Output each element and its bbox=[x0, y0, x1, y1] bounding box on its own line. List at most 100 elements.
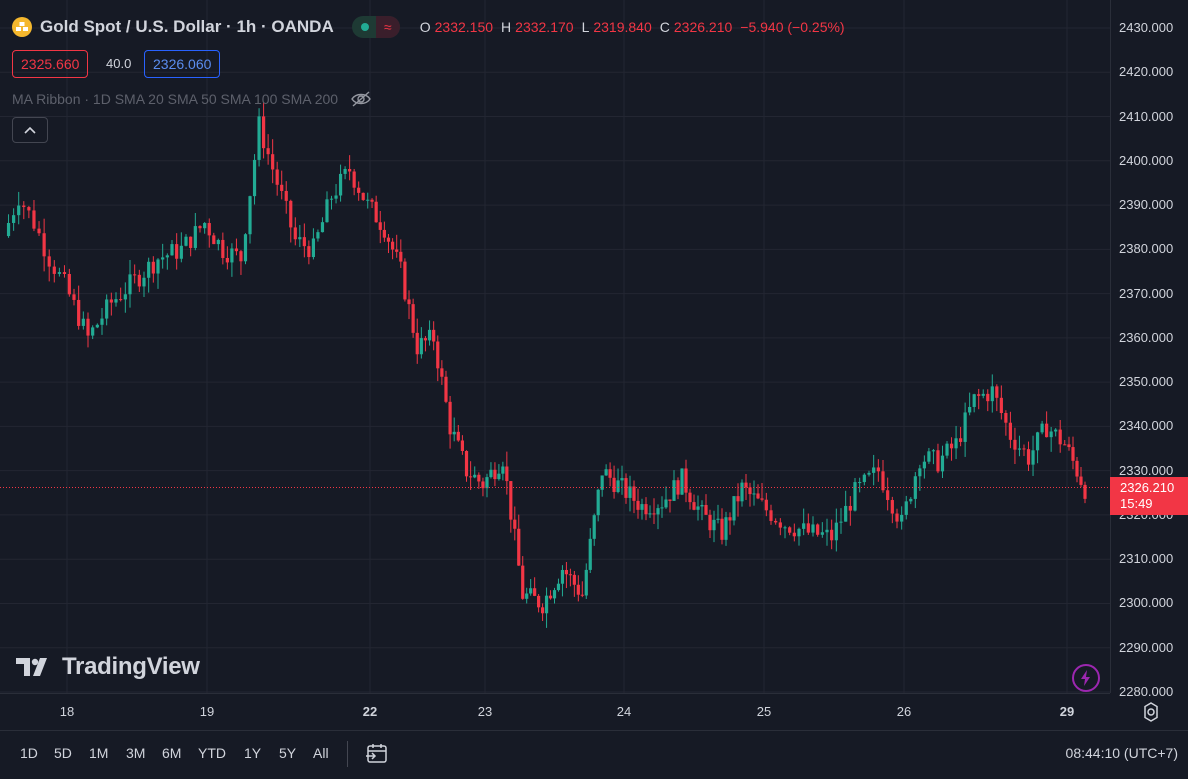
range-button-5d[interactable]: 5D bbox=[54, 745, 72, 761]
market-status-pill[interactable]: ≈ bbox=[351, 16, 400, 38]
range-button-all[interactable]: All bbox=[313, 745, 329, 761]
candle-body bbox=[513, 519, 517, 529]
range-button-5y[interactable]: 5Y bbox=[279, 745, 297, 761]
price-tick-label: 2360.000 bbox=[1119, 329, 1174, 345]
candle-body bbox=[252, 159, 257, 197]
candle-body bbox=[684, 468, 688, 493]
candle-body bbox=[370, 199, 374, 202]
candle-body bbox=[640, 504, 644, 510]
candle-body bbox=[834, 522, 838, 541]
chart-canvas[interactable]: Gold Spot / U.S. Dollar · 1h · OANDA ≈ O… bbox=[0, 0, 1110, 693]
candle-body bbox=[592, 515, 596, 539]
symbol-title[interactable]: Gold Spot / U.S. Dollar · 1h · OANDA bbox=[40, 17, 334, 36]
candle-body bbox=[52, 266, 56, 274]
candle-body bbox=[1049, 431, 1053, 438]
indicator-legend[interactable]: MA Ribbon · 1D SMA 20 SMA 50 SMA 100 SMA… bbox=[12, 90, 372, 108]
candle-body bbox=[284, 190, 288, 201]
chevron-up-icon bbox=[24, 126, 36, 134]
candle-body bbox=[165, 255, 169, 258]
price-tick-label: 2300.000 bbox=[1119, 595, 1174, 611]
candle-body bbox=[440, 368, 444, 377]
candle-body bbox=[142, 277, 146, 287]
change-value: −5.940 (−0.25%) bbox=[740, 19, 845, 35]
candle-body bbox=[740, 482, 744, 502]
candle-body bbox=[456, 431, 460, 441]
range-button-1m[interactable]: 1M bbox=[89, 745, 109, 761]
indicator-label: MA Ribbon · 1D SMA 20 SMA 50 SMA 100 SMA… bbox=[12, 91, 339, 107]
candle-body bbox=[900, 514, 904, 522]
candle-body bbox=[91, 327, 95, 336]
candle-body bbox=[382, 229, 386, 238]
candle-body bbox=[867, 472, 871, 475]
candle-body bbox=[444, 376, 448, 402]
price-axis[interactable]: 2430.000 2420.000 2410.000 2400.000 2390.000… bbox=[1110, 0, 1188, 699]
candlestick-chart[interactable] bbox=[0, 0, 1110, 693]
eye-hidden-icon[interactable] bbox=[350, 90, 372, 108]
clock-timezone[interactable]: 08:44:10 (UTC+7) bbox=[1065, 745, 1178, 761]
collapse-legend-button[interactable] bbox=[12, 117, 48, 143]
candle-body bbox=[62, 272, 67, 274]
buy-button[interactable]: 2326.060 bbox=[144, 50, 221, 78]
candle-body bbox=[783, 527, 787, 529]
candle-body bbox=[668, 499, 672, 501]
candle-body bbox=[329, 198, 334, 200]
candle-body bbox=[548, 595, 553, 599]
candle-body bbox=[257, 116, 261, 160]
lightning-bolt-icon[interactable] bbox=[1072, 664, 1100, 692]
sell-button[interactable]: 2325.660 bbox=[12, 50, 89, 78]
candle-body bbox=[37, 228, 41, 234]
candle-body bbox=[600, 475, 604, 490]
candle-body bbox=[977, 394, 981, 396]
tradingview-logo-icon bbox=[16, 658, 47, 676]
candle-body bbox=[862, 474, 866, 483]
range-button-3m[interactable]: 3M bbox=[126, 745, 146, 761]
time-tick-label: 25 bbox=[756, 704, 772, 719]
candle-body bbox=[489, 469, 493, 478]
candle-body bbox=[1075, 460, 1079, 477]
candle-body bbox=[343, 168, 347, 174]
candle-body bbox=[596, 489, 600, 516]
range-button-1d[interactable]: 1D bbox=[20, 745, 38, 761]
gear-icon[interactable] bbox=[1140, 701, 1162, 723]
candle-body bbox=[656, 508, 660, 515]
candle-body bbox=[57, 272, 61, 274]
candle-body bbox=[616, 480, 620, 492]
candle-body bbox=[1040, 423, 1044, 433]
candle-body bbox=[816, 524, 820, 535]
candle-body bbox=[881, 471, 885, 491]
range-button-ytd[interactable]: YTD bbox=[198, 745, 226, 761]
candle-body bbox=[680, 468, 684, 495]
candle-body bbox=[568, 574, 572, 576]
candle-body bbox=[945, 443, 949, 456]
candle-body bbox=[338, 173, 343, 196]
range-button-1y[interactable]: 1Y bbox=[244, 745, 262, 761]
price-tick-label: 2380.000 bbox=[1119, 241, 1174, 257]
candle-body bbox=[452, 431, 456, 435]
candle-body bbox=[212, 235, 216, 245]
candle-body bbox=[361, 192, 365, 200]
candle-body bbox=[1004, 413, 1008, 423]
candle-body bbox=[1035, 432, 1040, 451]
candle-body bbox=[576, 584, 580, 595]
candle-body bbox=[1063, 444, 1067, 446]
price-tick-label: 2420.000 bbox=[1119, 64, 1174, 80]
candle-body bbox=[415, 332, 419, 355]
candle-body bbox=[752, 493, 756, 495]
candle-body bbox=[95, 324, 99, 328]
time-tick-label: 23 bbox=[477, 704, 493, 719]
tradingview-logo[interactable]: TradingView bbox=[16, 653, 200, 681]
candle-body bbox=[248, 196, 252, 235]
range-button-6m[interactable]: 6M bbox=[162, 745, 182, 761]
candle-body bbox=[289, 200, 293, 228]
candle-body bbox=[161, 257, 165, 260]
candle-body bbox=[436, 341, 440, 369]
candle-body bbox=[460, 440, 465, 452]
candle-body bbox=[156, 259, 160, 274]
candle-body bbox=[239, 251, 243, 262]
time-axis[interactable]: 18 19 22 23 24 25 26 29 bbox=[0, 693, 1110, 730]
spread-value: 40.0 bbox=[106, 56, 132, 71]
candle-body bbox=[560, 569, 565, 584]
goto-date-icon[interactable] bbox=[364, 741, 390, 767]
candle-body bbox=[100, 318, 104, 325]
candle-body bbox=[1022, 448, 1026, 450]
